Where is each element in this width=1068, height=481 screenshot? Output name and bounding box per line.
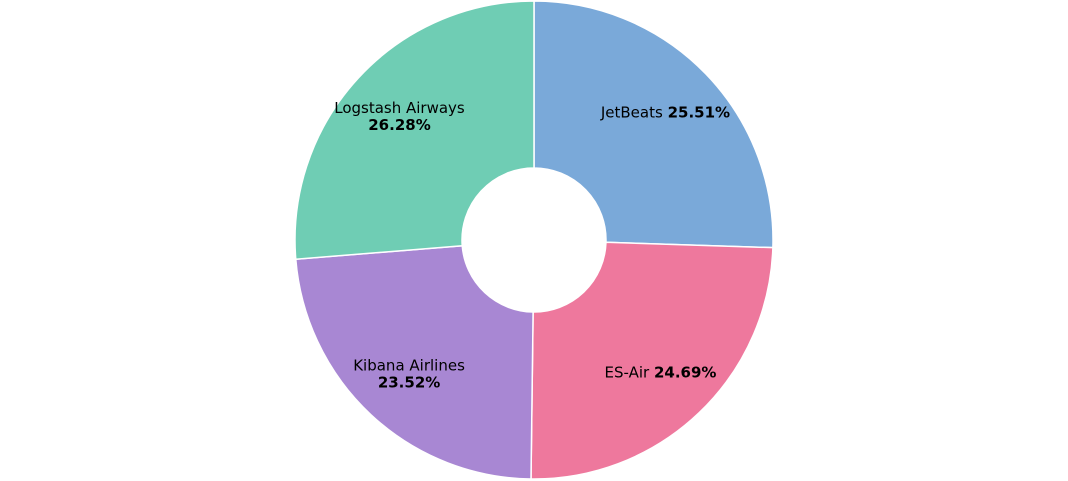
slice-es-air[interactable] [530,241,774,480]
slice-logstash-airways[interactable] [294,0,535,261]
slice-label-jetbeats: JetBeats 25.51% [600,104,730,122]
slice-category-label: Logstash Airways [334,99,465,117]
slice-category-label: ES-Air [605,363,651,381]
slice-kibana-airlines[interactable] [294,244,534,480]
slice-label-kibana-airlines: Kibana Airlines 23.52% [353,357,465,392]
slice-value-label: 23.52% [378,374,440,392]
slice-value-label: 26.28% [368,116,430,134]
slice-label-es-air: ES-Air 24.69% [605,363,717,381]
slice-label-logstash-airways: Logstash Airways 26.28% [334,99,465,134]
slice-jetbeats[interactable] [533,0,774,249]
slice-value-label: 24.69% [654,363,716,381]
slice-category-label: JetBeats [600,104,663,122]
slice-value-label: 25.51% [668,104,730,122]
slice-category-label: Kibana Airlines [353,357,465,375]
